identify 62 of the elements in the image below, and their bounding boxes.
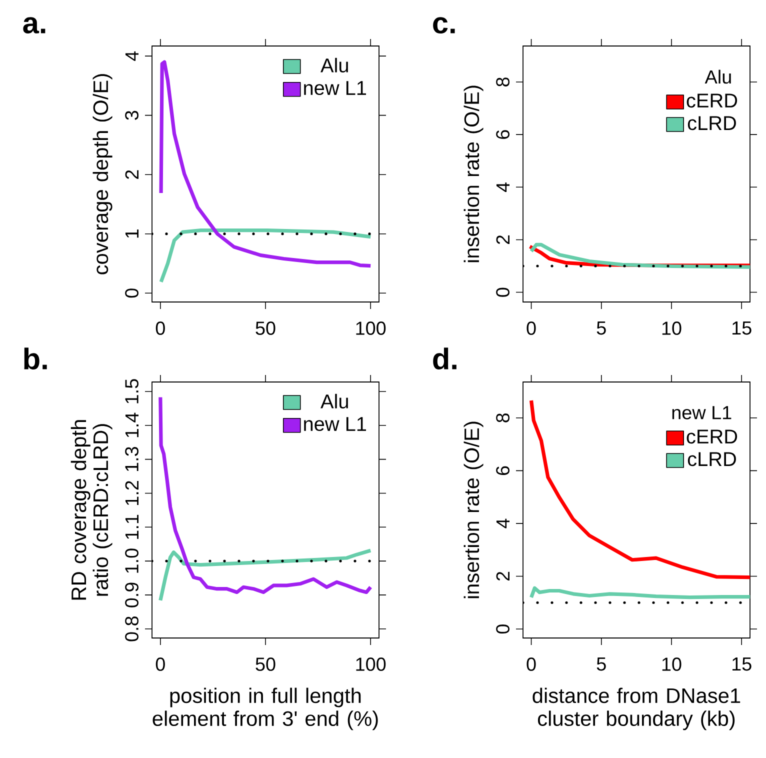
x-tick-label: 5 [596,658,606,671]
y-tick-label: 1 [125,230,138,238]
x-tick-label: 5 [596,322,606,335]
line-series [158,548,372,602]
legend-label: Alu [320,394,348,408]
x-axis-title: position in full length element from 3' end (%) [152,688,378,730]
x-tick-label: 10 [662,658,682,671]
x-axis-title: distance from DNase1 cluster boundary (kb) [532,688,740,730]
y-tick-label: 4 [125,51,138,61]
x-tick-label: 0 [526,658,536,671]
legend-label: Alu [320,58,348,72]
x-tick-label: 0 [526,322,536,335]
y-tick-label: 6 [496,466,510,475]
y-axis-title: RD coverage depth ratio (cERD:cLRD) [70,420,112,600]
y-tick-label: 8 [496,78,510,86]
y-axis-title: insertion rate (O/E) [464,86,484,262]
y-tick-label: 3 [125,110,138,120]
y-axis-title: insertion rate (O/E) [464,422,484,598]
y-tick-label: 4 [496,182,510,192]
legend-label: cERD [686,430,738,444]
chart-title: b. [24,348,47,370]
y-tick-label: 1.3 [125,447,138,472]
y-tick-label: 1.1 [125,514,138,539]
y-tick-label: 0.8 [125,616,138,642]
x-tick-label: 50 [256,658,276,671]
x-tick-label: 50 [256,322,276,335]
legend-label: cLRD [688,452,736,466]
y-tick-label: 0 [125,288,138,298]
y-tick-label: 0 [496,624,510,634]
y-tick-label: 1.5 [125,379,138,404]
line-series [529,586,750,600]
x-tick-label: 15 [732,322,752,335]
y-tick-label: 2 [496,572,510,581]
x-tick-label: 100 [356,322,386,335]
legend-label: cLRD [688,116,736,130]
chart-title: d. [433,348,456,370]
chart-title: c. [433,17,455,34]
y-tick-label: 8 [496,413,510,422]
y-tick-label: 4 [496,518,510,528]
x-tick-label: 10 [662,322,682,335]
x-tick-label: 0 [156,658,165,671]
y-tick-label: 6 [496,130,510,139]
line-series [159,228,372,284]
y-tick-label: 1.4 [125,412,138,438]
y-axis-title: coverage depth (O/E) [92,74,112,274]
x-tick-label: 15 [732,658,752,671]
legend-title: Alu [704,70,731,84]
y-tick-label: 0 [496,288,510,297]
x-tick-label: 100 [356,658,386,671]
line-series [158,395,372,594]
legend-title: new L1 [672,406,732,420]
chart-title: a. [23,17,46,34]
x-tick-label: 0 [156,322,165,335]
y-tick-label: 0.9 [125,582,138,608]
y-tick-label: 1.0 [125,548,138,573]
line-series [529,398,750,580]
legend-label: cERD [686,94,738,108]
y-tick-label: 1.2 [125,481,138,505]
y-tick-label: 2 [125,170,138,179]
y-tick-label: 2 [496,235,510,244]
legend-label: new L1 [304,417,366,432]
legend-label: new L1 [304,81,366,96]
